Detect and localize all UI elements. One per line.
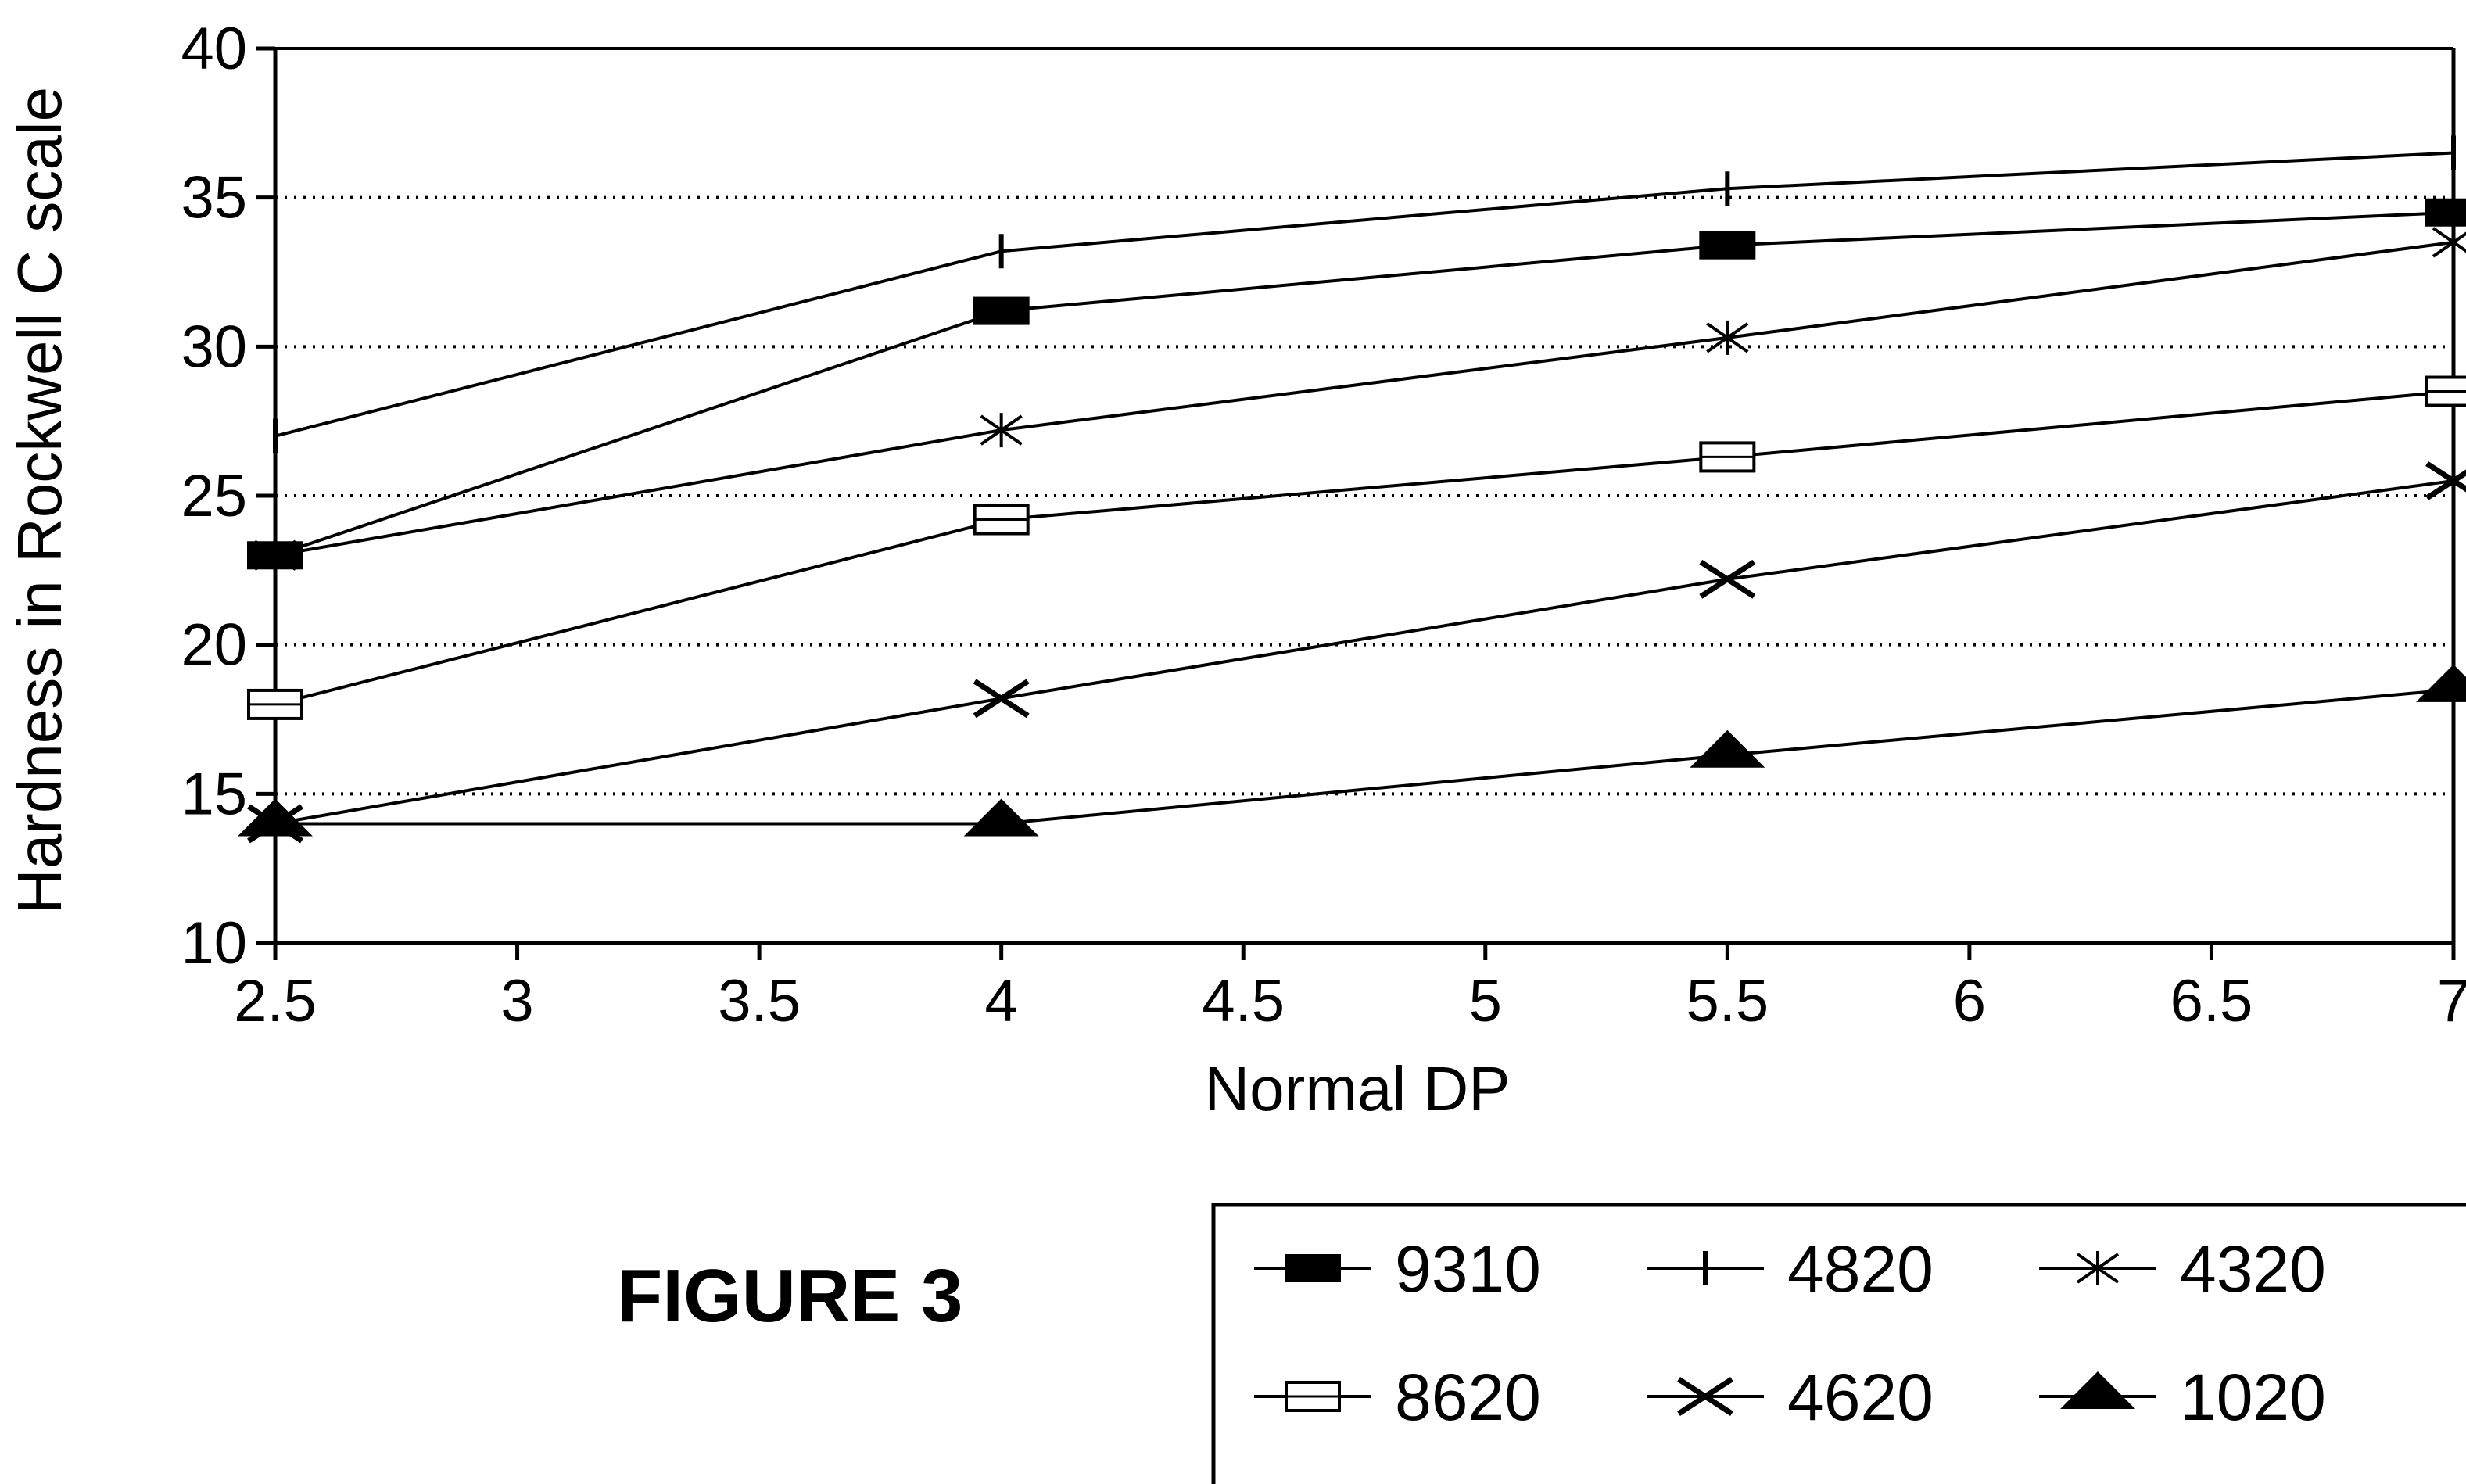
legend-label-4620: 4620: [1787, 1360, 1934, 1434]
point-4320-4: [980, 413, 1023, 448]
legend-label-4820: 4820: [1787, 1232, 1934, 1306]
legend-label-9310: 9310: [1395, 1232, 1541, 1306]
x-tick-label-4: 4: [985, 968, 1018, 1034]
series-8620: [247, 375, 2466, 720]
legend-item-4820: 4820: [1647, 1232, 1934, 1306]
legend-label-1020: 1020: [2180, 1360, 2326, 1434]
x-tick-label-3.5: 3.5: [718, 968, 801, 1034]
y-tick-label-40: 40: [181, 16, 247, 82]
series-line-4820: [274, 151, 2454, 438]
x-tick-label-5.5: 5.5: [1686, 968, 1769, 1034]
series-4320: [253, 224, 2466, 573]
y-tick-label-25: 25: [181, 463, 247, 529]
series-line-4620: [274, 479, 2454, 826]
series-line-1020: [275, 687, 2454, 826]
point-4320-5.5: [1706, 320, 1749, 355]
legend-item-9310: 9310: [1254, 1232, 1541, 1306]
series-line-9310: [274, 210, 2454, 557]
point-1020-2.5: [238, 798, 313, 837]
point-9310-4: [973, 296, 1030, 325]
point-4320-2.5: [253, 538, 297, 573]
point-4620-5.5: [1699, 559, 1756, 599]
legend-item-1020: 1020: [2039, 1360, 2326, 1434]
series-4620: [247, 461, 2466, 844]
x-tick-label-5: 5: [1469, 968, 1502, 1034]
x-tick-label-6.5: 6.5: [2170, 968, 2253, 1034]
y-axis-label: Hardness in Rockwell C scale: [5, 87, 74, 914]
point-1020-4: [963, 798, 1039, 837]
tick-labels: 10 15 20 25 30 35 40 2.5 3 3.5 4 4.5 5 5.5 6 6.5 7: [181, 16, 2466, 1034]
y-tick-label-35: 35: [181, 165, 247, 231]
point-8620-2.5: [247, 688, 303, 720]
x-tick-label-3: 3: [500, 968, 533, 1034]
y-tick-label-20: 20: [181, 612, 247, 679]
point-8620-5.5: [1699, 441, 1756, 473]
y-tick-label-15: 15: [181, 761, 247, 827]
point-1020-7: [2416, 664, 2466, 702]
x-tick-label-4.5: 4.5: [1202, 968, 1285, 1034]
point-4320-7: [2432, 224, 2466, 260]
legend-item-4320: 4320: [2039, 1232, 2326, 1306]
series-line-8620: [274, 389, 2454, 706]
legend-marker-9310: [1285, 1254, 1341, 1282]
x-tick-label-2.5: 2.5: [234, 968, 317, 1034]
x-axis-label: Normal DP: [1204, 1054, 1510, 1124]
legend-label-4320: 4320: [2180, 1232, 2326, 1306]
legend-marker-1020: [2060, 1371, 2135, 1409]
x-tick-label-7: 7: [2437, 968, 2466, 1034]
figure-label: FIGURE 3: [617, 1254, 963, 1338]
series-1020: [238, 664, 2466, 837]
y-tick-label-10: 10: [181, 910, 247, 977]
legend-marker-4620: [1677, 1377, 1733, 1416]
point-8620-4: [973, 504, 1030, 536]
legend-item-8620: 8620: [1254, 1360, 1541, 1434]
point-1020-5.5: [1690, 729, 1765, 768]
series-lines: [238, 135, 2466, 844]
series-line-4320: [274, 240, 2454, 557]
series-4820: [273, 135, 2456, 453]
point-8620-7: [2425, 375, 2466, 407]
x-tick-label-6: 6: [1953, 968, 1986, 1034]
legend: 9310 4820 4320 8620 4620 1020: [1211, 1203, 2466, 1484]
legend-marker-8620: [1285, 1381, 1341, 1412]
legend-box: [1211, 1203, 2466, 1484]
y-tick-label-30: 30: [181, 314, 247, 380]
point-4620-7: [2425, 461, 2466, 500]
legend-label-8620: 8620: [1395, 1360, 1541, 1434]
axes: [256, 46, 2456, 960]
point-9310-5.5: [1699, 231, 1756, 260]
point-4620-4: [973, 679, 1030, 719]
legend-item-4620: 4620: [1647, 1360, 1934, 1434]
legend-marker-4320: [2076, 1251, 2120, 1285]
point-9310-7: [2425, 198, 2466, 227]
